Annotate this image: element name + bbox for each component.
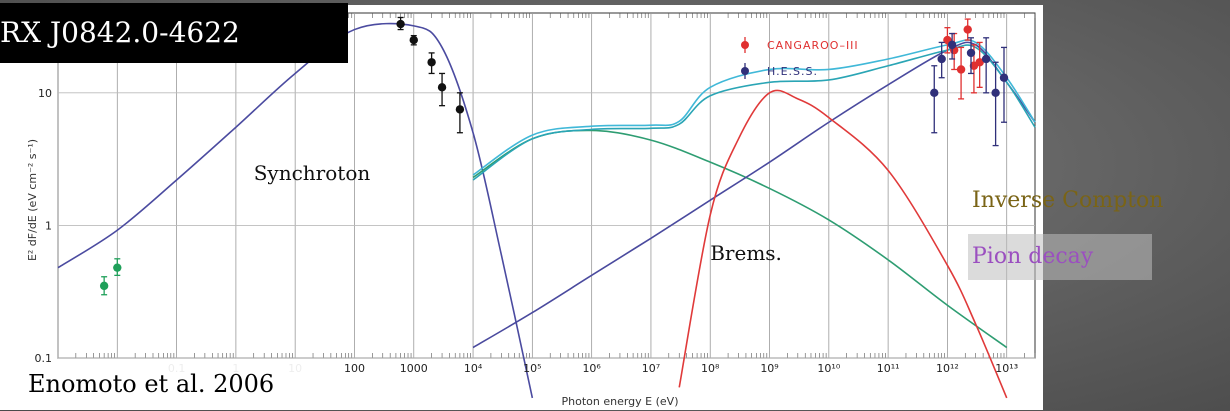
data-point-xray bbox=[409, 34, 418, 46]
annotations: Synchroton Brems. bbox=[254, 161, 782, 265]
x-tick-label: 10¹⁰ bbox=[817, 362, 840, 375]
page-title: RX J0842.0-4622 bbox=[0, 3, 348, 63]
legend-label: H.E.S.S. bbox=[767, 65, 818, 78]
series-brems bbox=[472, 129, 1008, 349]
annotation-brems: Brems. bbox=[710, 241, 782, 265]
data-point-radio bbox=[113, 258, 122, 277]
x-tick-label: 100 bbox=[344, 362, 365, 375]
legend-swatch bbox=[741, 67, 749, 75]
legend: CANGAROO–III H.E.S.S. bbox=[741, 37, 859, 79]
data-marker bbox=[981, 54, 991, 64]
inverse-compton-label: Inverse Compton bbox=[972, 188, 1164, 213]
data-points bbox=[99, 16, 1009, 296]
data-marker bbox=[999, 73, 1009, 82]
data-point-radio bbox=[99, 276, 109, 296]
y-tick-label: 10 bbox=[38, 87, 52, 100]
series-inverse-compton bbox=[472, 41, 1036, 349]
data-point-h-e-s-s bbox=[981, 37, 991, 94]
data-point-h-e-s-s bbox=[930, 65, 939, 134]
x-tick-label: 10¹³ bbox=[995, 362, 1018, 375]
citation: Enomoto et al. 2006 bbox=[6, 363, 318, 405]
data-marker bbox=[930, 88, 939, 98]
grid bbox=[57, 12, 1036, 359]
data-marker bbox=[427, 58, 436, 67]
series-pion-decay bbox=[678, 89, 1008, 399]
data-marker bbox=[113, 263, 122, 272]
legend-label: CANGAROO–III bbox=[767, 39, 859, 52]
annotation-synchroton: Synchroton bbox=[254, 161, 371, 185]
data-marker bbox=[455, 105, 465, 114]
x-axis-label: Photon energy E (eV) bbox=[562, 395, 679, 408]
data-marker bbox=[963, 25, 972, 34]
data-point-h-e-s-s bbox=[937, 41, 946, 79]
data-point-h-e-s-s bbox=[991, 61, 1000, 147]
series-total-alt bbox=[472, 44, 1036, 181]
data-point-xray bbox=[437, 72, 447, 107]
tick-labels: 0.1 1 10 100 1000 10⁴ 10⁵ 10⁶ 10⁷ 10⁸ 10⁹ 10¹⁰ 10¹¹ 1… bbox=[35, 87, 1019, 375]
data-marker bbox=[396, 19, 405, 29]
series-synchroton bbox=[57, 22, 534, 399]
data-marker bbox=[975, 58, 984, 67]
x-tick-label: 10⁶ bbox=[582, 362, 601, 375]
data-point-cangaroo-iii bbox=[963, 18, 972, 41]
data-point-cangaroo-iii bbox=[975, 41, 984, 88]
pion-decay-label: Pion decay bbox=[968, 234, 1152, 280]
data-marker bbox=[966, 48, 976, 58]
data-point-xray bbox=[427, 52, 436, 75]
data-point-cangaroo-iii bbox=[956, 46, 966, 100]
series-total bbox=[472, 39, 1036, 176]
legend-swatch bbox=[741, 41, 749, 49]
data-marker bbox=[991, 88, 1000, 98]
data-marker bbox=[409, 35, 418, 45]
plot-panel: 0.1 1 10 100 1000 10⁴ 10⁵ 10⁶ 10⁷ 10⁸ 10⁹ 10¹⁰ 10¹¹ 1… bbox=[0, 5, 1043, 410]
data-marker bbox=[947, 40, 957, 50]
y-tick-label: 1 bbox=[45, 219, 52, 232]
data-point-xray bbox=[396, 16, 405, 31]
data-marker bbox=[937, 54, 946, 64]
data-point-h-e-s-s bbox=[947, 32, 957, 60]
legend-entry-cangaroo-iii: CANGAROO–III bbox=[741, 37, 859, 53]
x-tick-label: 10⁷ bbox=[642, 362, 660, 375]
data-marker bbox=[437, 83, 447, 92]
y-tick-label: 0.1 bbox=[35, 352, 53, 365]
x-tick-label: 1000 bbox=[400, 362, 428, 375]
data-marker bbox=[956, 65, 966, 74]
data-point-h-e-s-s bbox=[999, 46, 1009, 123]
x-tick-label: 10⁴ bbox=[464, 362, 483, 375]
data-point-h-e-s-s bbox=[966, 37, 976, 75]
x-tick-label: 10⁵ bbox=[523, 362, 541, 375]
y-axis-label: E² dF/dE (eV cm⁻² s⁻¹) bbox=[26, 139, 39, 261]
data-marker bbox=[99, 281, 109, 291]
data-point-xray bbox=[455, 92, 465, 134]
sed-chart: 0.1 1 10 100 1000 10⁴ 10⁵ 10⁶ 10⁷ 10⁸ 10⁹ 10¹⁰ 10¹¹ 1… bbox=[26, 12, 1036, 408]
x-tick-label: 10⁹ bbox=[760, 362, 778, 375]
legend-entry-h-e-s-s: H.E.S.S. bbox=[741, 63, 818, 79]
x-tick-label: 10¹¹ bbox=[877, 362, 900, 375]
x-tick-label: 10⁸ bbox=[701, 362, 720, 375]
x-tick-label: 10¹² bbox=[936, 362, 959, 375]
